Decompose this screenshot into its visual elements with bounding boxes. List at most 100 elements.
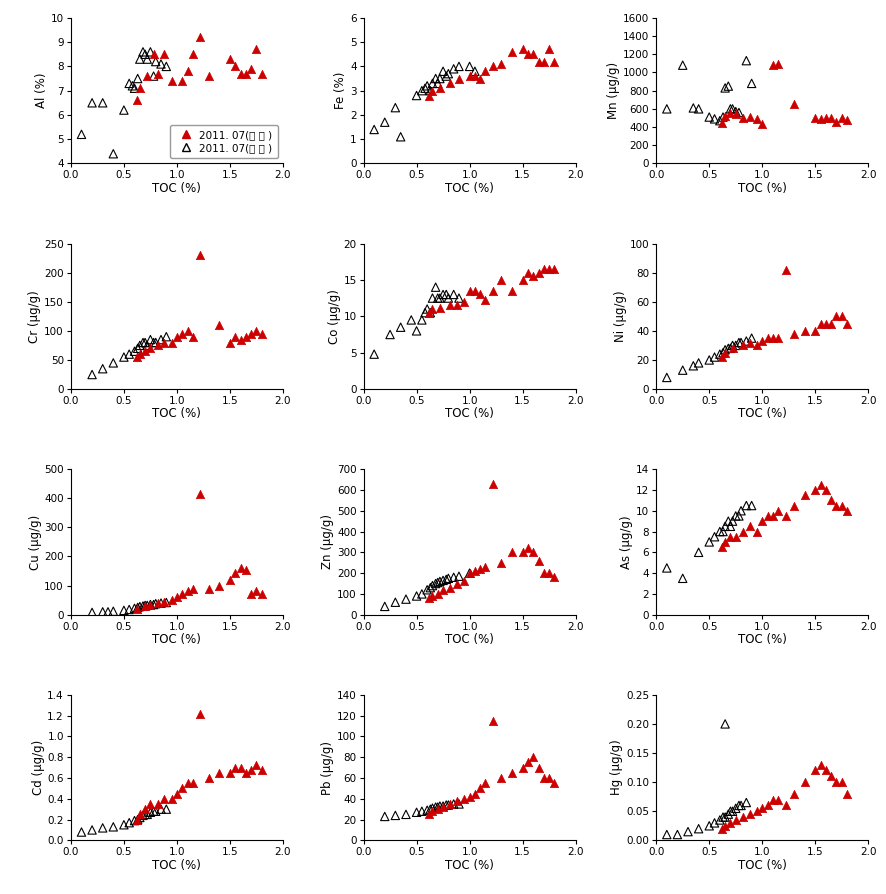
Point xyxy=(755,514,769,528)
Point xyxy=(74,825,89,839)
Point xyxy=(186,47,200,62)
Point xyxy=(393,320,408,334)
Point xyxy=(202,771,216,785)
Point xyxy=(840,316,854,331)
Point xyxy=(516,42,530,56)
Point xyxy=(447,287,461,301)
Point xyxy=(418,81,432,96)
Point xyxy=(138,47,152,62)
Point xyxy=(432,799,447,814)
Point xyxy=(732,105,746,120)
Point xyxy=(462,283,477,298)
Point xyxy=(133,338,147,352)
Point xyxy=(144,342,158,356)
X-axis label: TOC (%): TOC (%) xyxy=(152,181,201,195)
Point xyxy=(702,819,716,833)
Y-axis label: As (μg/g): As (μg/g) xyxy=(620,515,633,569)
Point xyxy=(660,102,674,116)
Point xyxy=(537,566,551,580)
Point xyxy=(521,755,535,770)
Point xyxy=(157,47,171,62)
Point xyxy=(423,807,437,822)
Point xyxy=(429,800,443,814)
Point xyxy=(151,338,165,352)
Point xyxy=(468,69,482,83)
Point xyxy=(728,338,742,352)
Point xyxy=(146,804,160,818)
Point xyxy=(425,302,439,316)
Y-axis label: Al (%): Al (%) xyxy=(35,73,48,108)
Point xyxy=(718,535,732,549)
Point xyxy=(149,804,163,818)
Point xyxy=(681,824,696,839)
Point xyxy=(136,335,150,350)
Point xyxy=(734,503,748,518)
Point xyxy=(824,316,838,331)
Point xyxy=(716,810,730,824)
Point xyxy=(473,72,487,86)
Point xyxy=(133,347,147,361)
Point xyxy=(117,350,131,364)
Point xyxy=(238,330,253,344)
Point xyxy=(542,771,556,785)
Point xyxy=(409,324,424,338)
Point xyxy=(732,335,746,350)
Point xyxy=(122,347,136,361)
X-axis label: TOC (%): TOC (%) xyxy=(738,181,787,195)
Point xyxy=(712,525,727,539)
Point xyxy=(170,590,184,604)
Point xyxy=(452,59,466,73)
Point xyxy=(732,798,746,813)
Point xyxy=(732,509,746,523)
Point xyxy=(213,578,227,593)
Point xyxy=(505,45,519,59)
Point xyxy=(468,787,482,801)
Point xyxy=(154,596,168,611)
Point xyxy=(175,781,190,796)
Point xyxy=(146,47,160,62)
Point xyxy=(146,335,160,350)
Point xyxy=(494,273,509,287)
Point xyxy=(125,79,139,93)
Point xyxy=(128,814,142,828)
Point xyxy=(723,804,737,818)
Point xyxy=(526,269,540,283)
Point xyxy=(106,356,120,370)
Point xyxy=(431,291,445,305)
Point xyxy=(213,318,227,333)
Point xyxy=(429,577,443,591)
Point xyxy=(409,589,424,603)
Point xyxy=(450,794,464,808)
Point xyxy=(432,72,447,86)
Point xyxy=(133,810,147,824)
Point xyxy=(771,57,785,72)
Point xyxy=(707,815,721,830)
Point xyxy=(447,570,461,585)
Point xyxy=(223,52,237,66)
Point xyxy=(229,330,243,344)
Point xyxy=(429,72,443,86)
Point xyxy=(229,565,243,579)
Point xyxy=(829,498,843,512)
Point xyxy=(486,283,500,298)
Point xyxy=(478,293,493,308)
Point xyxy=(432,81,447,96)
Point xyxy=(425,76,439,90)
Point xyxy=(122,815,136,830)
Point xyxy=(149,596,163,611)
Point xyxy=(505,283,519,298)
Point xyxy=(715,115,729,130)
X-axis label: TOC (%): TOC (%) xyxy=(738,633,787,646)
Point xyxy=(723,815,737,830)
Point xyxy=(450,577,464,591)
Point xyxy=(760,798,774,813)
Point xyxy=(186,330,200,344)
Point xyxy=(138,599,152,613)
Point xyxy=(742,519,757,534)
Point xyxy=(750,804,764,818)
Point xyxy=(728,529,742,544)
Point xyxy=(787,787,801,801)
Point xyxy=(409,89,424,103)
Point xyxy=(771,331,785,345)
Point xyxy=(423,89,437,103)
